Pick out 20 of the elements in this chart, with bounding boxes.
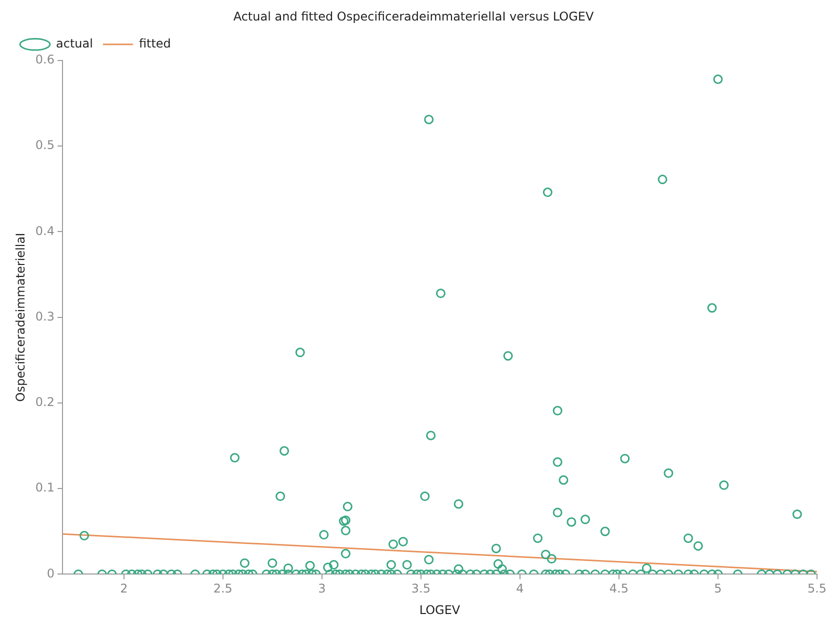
x-tick-label: 5 <box>714 582 722 596</box>
chart-title: Actual and fitted OspecificeradeimmateriellaI versus LOGEV <box>233 9 594 24</box>
legend-label: actual <box>56 36 93 51</box>
x-tick-label: 2.5 <box>213 582 232 596</box>
x-tick-label: 3 <box>318 582 326 596</box>
y-tick-label: 0.6 <box>35 52 54 67</box>
y-tick-label: 0.4 <box>35 224 54 238</box>
x-axis-title: LOGEV <box>419 602 461 617</box>
x-tick-label: 3.5 <box>411 582 430 596</box>
y-axis-title: OspecificeradeimmateriellaI <box>13 232 28 402</box>
x-tick-label: 2 <box>120 582 128 596</box>
y-tick-label: 0.1 <box>35 480 54 495</box>
y-tick-label: 0.3 <box>35 309 54 324</box>
y-tick-label: 0 <box>46 566 54 580</box>
x-tick-label: 4 <box>516 582 524 596</box>
x-tick-label: 4.5 <box>609 582 629 596</box>
x-tick-label: 5.5 <box>807 582 827 596</box>
y-tick-label: 0.5 <box>35 138 54 152</box>
y-tick-label: 0.2 <box>35 395 54 410</box>
legend-label: fitted <box>138 36 171 51</box>
